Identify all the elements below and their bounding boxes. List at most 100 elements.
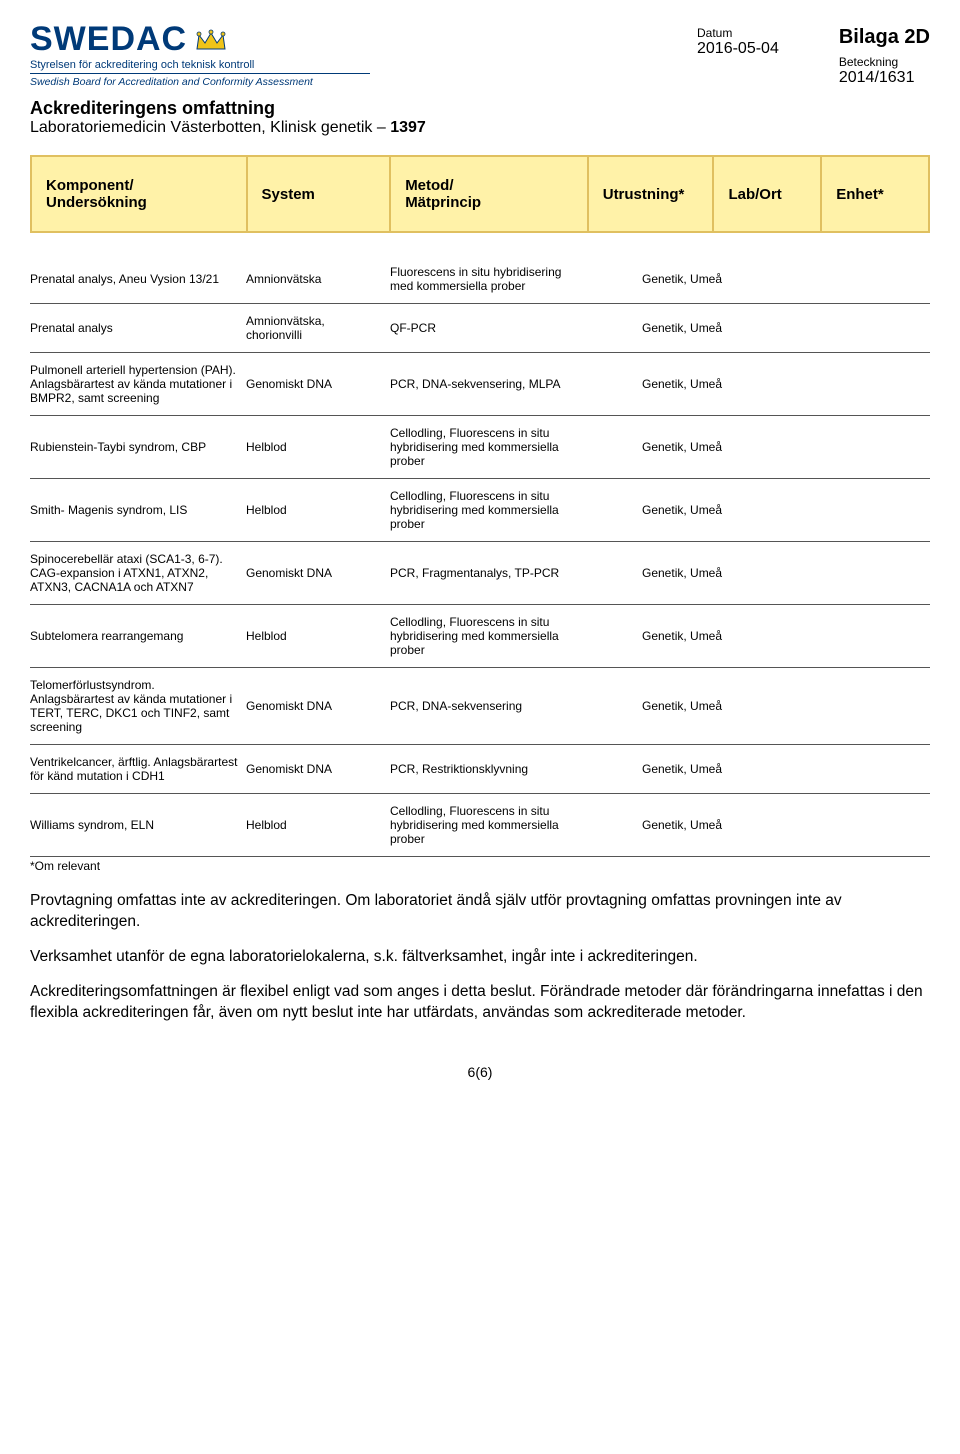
cell-a: Williams syndrom, ELN <box>30 794 246 857</box>
cell-c: Cellodling, Fluorescens in situ hybridis… <box>390 605 588 668</box>
cell-b: Genomiskt DNA <box>246 745 390 794</box>
cell-a: Prenatal analys, Aneu Vysion 13/21 <box>30 255 246 304</box>
cell-a: Ventrikelcancer, ärftlig. Anlagsbärartes… <box>30 745 246 794</box>
cell-c: PCR, Fragmentanalys, TP-PCR <box>390 542 588 605</box>
cell-d <box>588 668 642 745</box>
cell-c: Cellodling, Fluorescens in situ hybridis… <box>390 479 588 542</box>
cell-e: Genetik, Umeå <box>642 416 786 479</box>
cell-c: PCR, DNA-sekvensering, MLPA <box>390 353 588 416</box>
header-meta: Datum 2016-05-04 Bilaga 2D Beteckning 20… <box>697 26 930 87</box>
cell-b: Genomiskt DNA <box>246 542 390 605</box>
cell-a: Rubienstein-Taybi syndrom, CBP <box>30 416 246 479</box>
cell-b: Genomiskt DNA <box>246 668 390 745</box>
cell-c: Cellodling, Fluorescens in situ hybridis… <box>390 416 588 479</box>
col-header-0: Komponent/ Undersökning <box>31 156 247 232</box>
paragraph: Verksamhet utanför de egna laboratorielo… <box>30 947 930 968</box>
cell-e: Genetik, Umeå <box>642 745 786 794</box>
table-row: Subtelomera rearrangemangHelblodCellodli… <box>30 605 930 668</box>
cell-d <box>588 794 642 857</box>
cell-e: Genetik, Umeå <box>642 479 786 542</box>
col-header-5: Enhet* <box>821 156 929 232</box>
cell-f <box>786 479 930 542</box>
cell-a: Subtelomera rearrangemang <box>30 605 246 668</box>
table-row: Spinocerebellär ataxi (SCA1-3, 6-7). CAG… <box>30 542 930 605</box>
cell-a: Spinocerebellär ataxi (SCA1-3, 6-7). CAG… <box>30 542 246 605</box>
title-main: Ackrediteringens omfattning <box>30 98 930 119</box>
cell-f <box>786 745 930 794</box>
document-header: SWEDAC Styrelsen för ackreditering och t… <box>30 20 930 88</box>
cell-f <box>786 605 930 668</box>
cell-c: QF-PCR <box>390 304 588 353</box>
cell-b: Helblod <box>246 416 390 479</box>
cell-d <box>588 745 642 794</box>
cell-f <box>786 416 930 479</box>
cell-c: Cellodling, Fluorescens in situ hybridis… <box>390 794 588 857</box>
crown-icon <box>195 29 227 51</box>
cell-b: Helblod <box>246 794 390 857</box>
datum-value: 2016-05-04 <box>697 40 779 58</box>
footnote: *Om relevant <box>30 859 930 873</box>
cell-a: Telomerförlustsyndrom. Anlagsbärartest a… <box>30 668 246 745</box>
bilaga-label: Bilaga 2D <box>839 26 930 49</box>
cell-b: Helblod <box>246 605 390 668</box>
col-header-1: System <box>247 156 391 232</box>
table-row: Williams syndrom, ELNHelblodCellodling, … <box>30 794 930 857</box>
cell-d <box>588 353 642 416</box>
cell-f <box>786 304 930 353</box>
table-row: Prenatal analysAmnionvätska, chorionvill… <box>30 304 930 353</box>
cell-b: Amnionvätska, chorionvilli <box>246 304 390 353</box>
cell-b: Helblod <box>246 479 390 542</box>
beteckning-label: Beteckning <box>839 55 930 69</box>
table-row: Smith- Magenis syndrom, LISHelblodCellod… <box>30 479 930 542</box>
cell-e: Genetik, Umeå <box>642 605 786 668</box>
cell-d <box>588 304 642 353</box>
title-sub-prefix: Laboratoriemedicin Västerbotten, Klinisk… <box>30 119 390 136</box>
table-row: Pulmonell arteriell hypertension (PAH). … <box>30 353 930 416</box>
cell-d <box>588 479 642 542</box>
column-header-table: Komponent/ Undersökning System Metod/ Mä… <box>30 155 930 233</box>
cell-e: Genetik, Umeå <box>642 353 786 416</box>
data-table: Prenatal analys, Aneu Vysion 13/21Amnion… <box>30 255 930 857</box>
table-row: Rubienstein-Taybi syndrom, CBPHelblodCel… <box>30 416 930 479</box>
cell-f <box>786 353 930 416</box>
paragraph: Ackrediteringsomfattningen är flexibel e… <box>30 982 930 1024</box>
meta-beteckning: Bilaga 2D Beteckning 2014/1631 <box>839 26 930 87</box>
beteckning-value: 2014/1631 <box>839 69 930 87</box>
cell-d <box>588 605 642 668</box>
logo-divider <box>30 73 370 74</box>
table-row: Ventrikelcancer, ärftlig. Anlagsbärartes… <box>30 745 930 794</box>
table-row: Telomerförlustsyndrom. Anlagsbärartest a… <box>30 668 930 745</box>
table-row: Prenatal analys, Aneu Vysion 13/21Amnion… <box>30 255 930 304</box>
cell-a: Pulmonell arteriell hypertension (PAH). … <box>30 353 246 416</box>
title-sub: Laboratoriemedicin Västerbotten, Klinisk… <box>30 119 930 137</box>
cell-a: Smith- Magenis syndrom, LIS <box>30 479 246 542</box>
cell-c: PCR, Restriktionsklyvning <box>390 745 588 794</box>
cell-a: Prenatal analys <box>30 304 246 353</box>
cell-f <box>786 794 930 857</box>
cell-b: Genomiskt DNA <box>246 353 390 416</box>
cell-e: Genetik, Umeå <box>642 255 786 304</box>
datum-label: Datum <box>697 26 779 40</box>
logo-text: SWEDAC <box>30 20 187 59</box>
col-header-2: Metod/ Mätprincip <box>390 156 588 232</box>
logo-subtitle-sv: Styrelsen för ackreditering och teknisk … <box>30 59 370 71</box>
cell-f <box>786 668 930 745</box>
cell-c: Fluorescens in situ hybridisering med ko… <box>390 255 588 304</box>
title-sub-bold: 1397 <box>390 119 426 136</box>
col-header-4: Lab/Ort <box>713 156 821 232</box>
paragraph: Provtagning omfattas inte av ackrediteri… <box>30 891 930 933</box>
body-paragraphs: Provtagning omfattas inte av ackrediteri… <box>30 891 930 1024</box>
cell-c: PCR, DNA-sekvensering <box>390 668 588 745</box>
cell-e: Genetik, Umeå <box>642 542 786 605</box>
page-number: 6(6) <box>30 1064 930 1080</box>
cell-e: Genetik, Umeå <box>642 794 786 857</box>
cell-d <box>588 416 642 479</box>
cell-b: Amnionvätska <box>246 255 390 304</box>
logo-subtitle-en: Swedish Board for Accreditation and Conf… <box>30 76 370 88</box>
cell-f <box>786 255 930 304</box>
title-block: Ackrediteringens omfattning Laboratoriem… <box>30 98 930 137</box>
logo-name: SWEDAC <box>30 20 370 59</box>
cell-d <box>588 542 642 605</box>
meta-datum: Datum 2016-05-04 <box>697 26 779 87</box>
cell-d <box>588 255 642 304</box>
